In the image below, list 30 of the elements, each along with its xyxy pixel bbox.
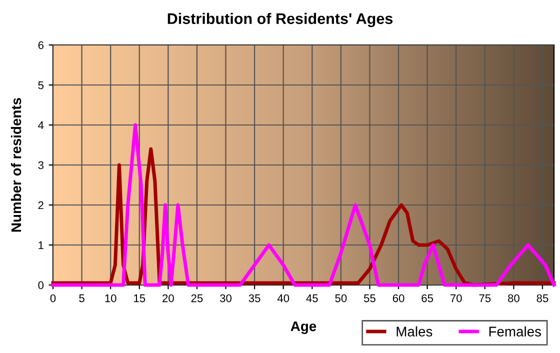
y-tick-label: 1 (38, 241, 44, 250)
y-axis-title: Number of residents (10, 98, 22, 232)
y-tick-label: 3 (38, 161, 44, 170)
legend-label: Females (489, 326, 541, 336)
x-tick-label: 65 (422, 294, 434, 302)
x-tick-label: 0 (50, 294, 56, 302)
y-tick-label: 0 (38, 281, 44, 290)
x-tick-label: 30 (220, 294, 232, 302)
x-tick-label: 55 (364, 294, 376, 302)
x-tick-label: 35 (248, 294, 260, 302)
y-tick-label: 6 (38, 41, 44, 50)
x-tick-label: 10 (105, 294, 116, 302)
x-tick-label: 15 (134, 294, 146, 302)
x-tick-label: 45 (306, 294, 318, 302)
x-axis-title: Age (290, 322, 316, 334)
chart-title: Distribution of Residents' Ages (168, 12, 393, 28)
y-tick-label: 5 (38, 81, 44, 90)
x-tick-label: 40 (277, 294, 290, 302)
legend-label: Males (396, 326, 432, 336)
x-tick-label: 80 (508, 294, 520, 302)
x-tick-label: 70 (450, 294, 462, 302)
x-tick-label: 60 (392, 294, 404, 302)
x-tick-label: 50 (335, 294, 347, 302)
x-tick-label: 20 (162, 294, 174, 302)
x-tick-label: 85 (536, 294, 548, 302)
x-tick-label: 75 (479, 294, 491, 302)
x-tick-label: 25 (191, 294, 203, 302)
x-tick-label: 5 (79, 294, 84, 302)
y-tick-label: 4 (38, 121, 44, 130)
y-tick-label: 2 (38, 201, 44, 210)
